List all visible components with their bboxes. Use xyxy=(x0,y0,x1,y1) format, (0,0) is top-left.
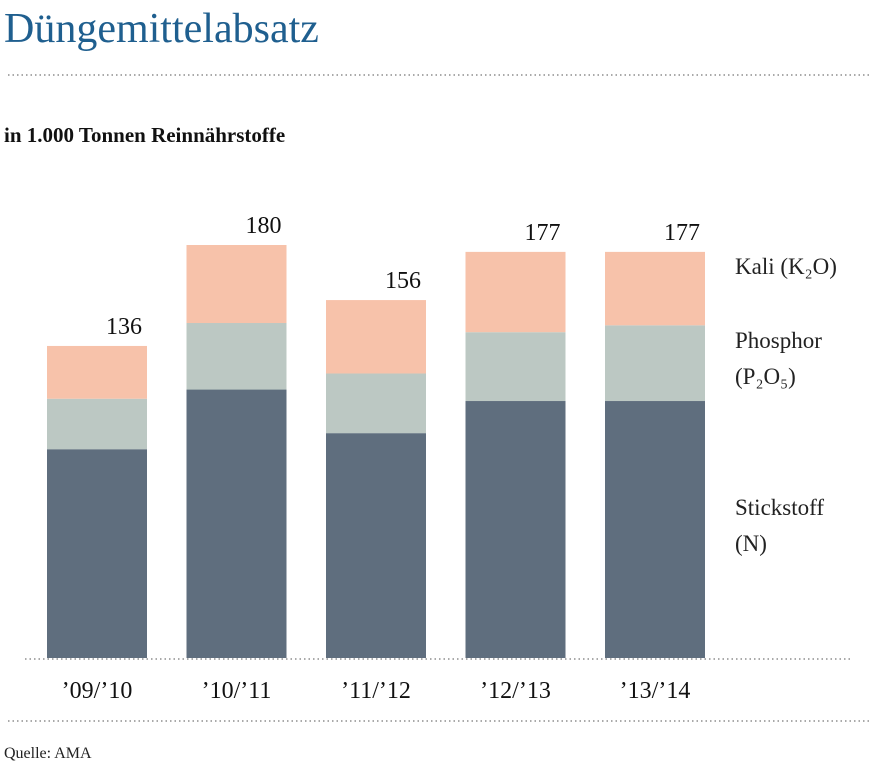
bar-segment xyxy=(47,398,147,450)
legend-entry: Kali (K₂O) xyxy=(735,253,837,279)
bar-segment xyxy=(465,332,566,402)
x-tick-label: ’11/’12 xyxy=(341,678,411,704)
source: Quelle: AMA xyxy=(4,745,92,762)
total-label: 136 xyxy=(106,314,142,340)
subtitle: in 1.000 Tonnen Reinnährstoffe xyxy=(4,123,285,147)
total-label: 177 xyxy=(525,220,561,246)
chart-title: Düngemittelabsatz xyxy=(4,6,319,52)
bar-segment xyxy=(186,389,287,658)
bar-segment xyxy=(47,345,147,399)
x-tick-label: ’13/’14 xyxy=(620,678,691,704)
bar-segment xyxy=(326,300,426,374)
legend-entry: Phosphor (P₂O₅) xyxy=(735,328,822,390)
bar-segment xyxy=(326,433,426,658)
x-tick-label: ’12/’13 xyxy=(480,678,551,704)
legend-entry: Stickstoff (N) xyxy=(735,494,825,556)
bar-segment xyxy=(186,323,287,390)
bar-segment xyxy=(605,325,705,402)
total-label: 156 xyxy=(385,268,421,294)
bar-segment xyxy=(326,373,426,434)
bar-segment xyxy=(186,245,287,324)
x-tick-label: ’10/’11 xyxy=(202,678,272,704)
bar-segment xyxy=(605,401,705,658)
total-label: 180 xyxy=(246,213,282,239)
bar-segment xyxy=(465,251,566,333)
bar-segment xyxy=(605,251,705,326)
total-label: 177 xyxy=(664,220,700,246)
x-tick-label: ’09/’10 xyxy=(62,678,133,704)
bar-segment xyxy=(47,449,147,658)
bar-segment xyxy=(465,401,566,658)
